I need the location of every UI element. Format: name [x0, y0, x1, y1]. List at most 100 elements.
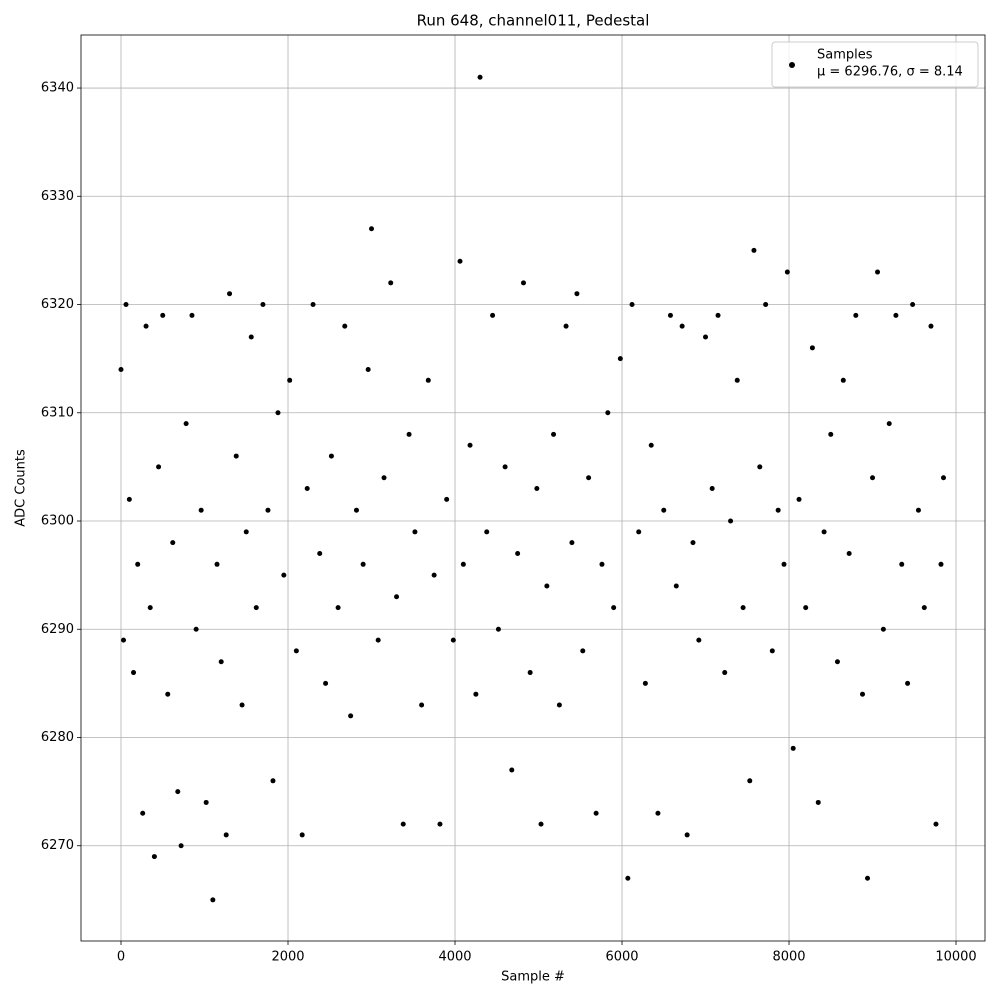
point [821, 529, 827, 535]
chart-title: Run 648, channel011, Pedestal [417, 12, 650, 30]
point [490, 312, 496, 318]
point [381, 475, 387, 481]
point [281, 572, 287, 578]
point [394, 594, 400, 600]
point [353, 507, 359, 513]
point [569, 540, 575, 546]
point [734, 377, 740, 383]
point [126, 496, 132, 502]
point [886, 421, 892, 427]
point [580, 648, 586, 654]
point [809, 345, 815, 351]
point [467, 442, 473, 448]
point [757, 464, 763, 470]
point [740, 605, 746, 611]
point [183, 421, 189, 427]
point [419, 702, 425, 708]
point [556, 702, 562, 708]
point [175, 789, 181, 795]
point [484, 529, 490, 535]
point [915, 507, 921, 513]
point [527, 670, 533, 676]
point [860, 691, 866, 697]
legend: Samples μ = 6296.76, σ = 8.14 [771, 41, 979, 88]
point [444, 496, 450, 502]
point [210, 897, 216, 903]
point [910, 302, 916, 308]
point [870, 475, 876, 481]
point [118, 366, 124, 372]
x-tick-label: 2000 [271, 950, 304, 965]
point [636, 529, 642, 535]
point [563, 323, 569, 329]
point [679, 323, 685, 329]
point [728, 518, 734, 524]
point [828, 431, 834, 437]
point [703, 334, 709, 340]
point [140, 810, 146, 816]
point [520, 280, 526, 286]
point [239, 702, 245, 708]
point [690, 540, 696, 546]
point [834, 659, 840, 665]
point [593, 810, 599, 816]
point [293, 648, 299, 654]
point [586, 475, 592, 481]
point [495, 626, 501, 632]
point [751, 247, 757, 253]
point [775, 507, 781, 513]
y-tick-label: 6320 [41, 297, 74, 312]
point [784, 269, 790, 275]
point [790, 745, 796, 751]
point [667, 312, 673, 318]
point [928, 323, 934, 329]
point [938, 561, 944, 567]
point [170, 540, 176, 546]
point [769, 648, 775, 654]
point [875, 269, 881, 275]
point [642, 680, 648, 686]
point [143, 323, 149, 329]
point [655, 810, 661, 816]
point [310, 302, 316, 308]
point [365, 366, 371, 372]
point [763, 302, 769, 308]
point [457, 258, 463, 264]
point [840, 377, 846, 383]
point [473, 691, 479, 697]
legend-note: μ = 6296.76, σ = 8.14 [817, 65, 963, 80]
x-tick-label: 6000 [605, 950, 638, 965]
point [509, 767, 515, 773]
x-tick-label: 10000 [935, 950, 976, 965]
legend-label: Samples [817, 48, 873, 63]
point [880, 626, 886, 632]
point [815, 799, 821, 805]
legend-marker [789, 62, 795, 68]
point [123, 302, 129, 308]
point [933, 821, 939, 827]
point [165, 691, 171, 697]
point [605, 410, 611, 416]
point [893, 312, 899, 318]
point [437, 821, 443, 827]
point [121, 637, 127, 643]
point [538, 821, 544, 827]
point [534, 486, 540, 492]
point [335, 605, 341, 611]
y-tick-label: 6270 [41, 838, 74, 853]
point [574, 291, 580, 297]
point [299, 832, 305, 838]
point [460, 561, 466, 567]
point [287, 377, 293, 383]
point [160, 312, 166, 318]
x-axis-label: Sample # [501, 970, 565, 985]
point [412, 529, 418, 535]
point [502, 464, 508, 470]
point [193, 626, 199, 632]
point [599, 561, 605, 567]
point [450, 637, 456, 643]
point [227, 291, 233, 297]
y-tick-label: 6310 [41, 405, 74, 420]
